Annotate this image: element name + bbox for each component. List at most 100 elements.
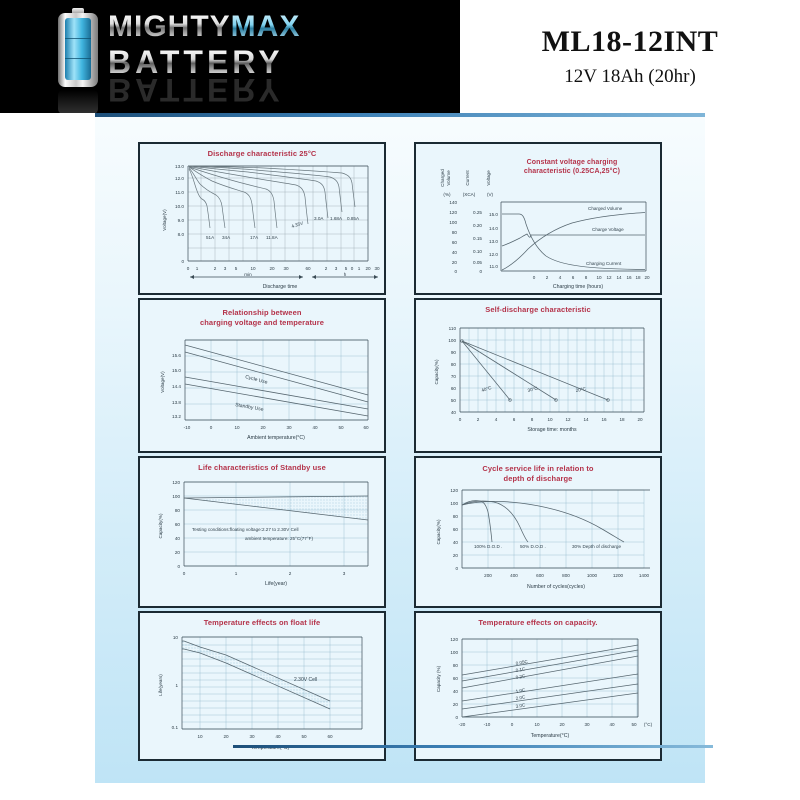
svg-text:70: 70 [451, 374, 457, 379]
chart-plot-area: 120 100 80 60 40 20 0 Capacity(%) 200 40… [416, 482, 660, 608]
battery-icon [58, 8, 98, 113]
svg-text:20: 20 [453, 553, 459, 558]
svg-text:0.05C: 0.05C [515, 659, 529, 666]
svg-text:800: 800 [562, 573, 570, 578]
svg-text:0.1C: 0.1C [515, 666, 526, 673]
svg-text:30: 30 [283, 266, 289, 271]
svg-text:8: 8 [531, 417, 534, 422]
svg-text:4.35V: 4.35V [291, 220, 305, 229]
svg-text:Life(years): Life(years) [158, 674, 163, 696]
chart-plot-area: 15.6 15.0 14.4 13.8 13.2 Voltage(V) -10 … [140, 326, 384, 450]
svg-text:60: 60 [452, 240, 458, 245]
svg-text:0: 0 [455, 715, 458, 720]
svg-text:14.4: 14.4 [172, 384, 181, 389]
svg-text:100: 100 [450, 501, 458, 506]
svg-text:15.6: 15.6 [172, 353, 181, 358]
svg-text:11.0: 11.0 [175, 190, 184, 195]
svg-text:90: 90 [451, 350, 457, 355]
svg-text:3: 3 [343, 571, 346, 576]
svg-text:80: 80 [453, 663, 459, 668]
chart-title: Discharge characteristic 25°C [207, 149, 317, 158]
chart-title-line1: Constant voltage charging [526, 159, 618, 166]
svg-text:0: 0 [455, 566, 458, 571]
svg-text:13.2: 13.2 [172, 414, 181, 419]
brand-wordmark: MIGHTYMAX BATTERY [108, 12, 456, 79]
chart-title-line2: characteristic (0.25CA,25°C) [523, 168, 621, 176]
svg-text:1.68A: 1.68A [330, 216, 343, 221]
svg-text:80: 80 [175, 508, 181, 513]
svg-text:50: 50 [631, 722, 637, 727]
svg-text:20: 20 [175, 550, 181, 555]
svg-text:20: 20 [559, 722, 565, 727]
svg-text:0: 0 [183, 571, 186, 576]
svg-text:Charge Voltage: Charge Voltage [592, 227, 624, 232]
svg-text:16: 16 [601, 417, 607, 422]
model-info-panel: ML18-12INT 12V 18Ah (20hr) [460, 0, 800, 113]
svg-text:Charged Volume: Charged Volume [588, 206, 623, 211]
svg-text:Charging time (hours): Charging time (hours) [553, 284, 603, 290]
svg-text:1: 1 [358, 266, 361, 271]
svg-text:60: 60 [363, 425, 369, 430]
svg-text:51A: 51A [206, 235, 215, 240]
svg-text:120: 120 [449, 210, 457, 215]
chart-title-line1: Relationship between [222, 308, 302, 317]
svg-text:30% Depth of discharge: 30% Depth of discharge [572, 544, 621, 549]
footer-divider [233, 745, 713, 748]
svg-text:40: 40 [275, 734, 281, 739]
header-divider [95, 113, 705, 117]
svg-text:Voltage(V): Voltage(V) [162, 209, 167, 231]
svg-text:0: 0 [181, 259, 184, 264]
svg-text:20: 20 [260, 425, 266, 430]
svg-text:10: 10 [547, 417, 553, 422]
svg-text:Current: Current [465, 170, 470, 186]
svg-text:10: 10 [197, 734, 203, 739]
svg-text:Discharge time: Discharge time [263, 284, 298, 290]
brand-battery-text: BATTERY [108, 46, 456, 78]
svg-text:5: 5 [345, 266, 348, 271]
svg-text:1.0C: 1.0C [515, 687, 526, 694]
svg-text:1: 1 [235, 571, 238, 576]
svg-text:Voltage: Voltage [486, 170, 491, 186]
svg-text:12.0: 12.0 [175, 176, 184, 181]
standby-note-line2: ambient temperature: 25°C(77°F) [245, 536, 313, 541]
svg-text:100: 100 [448, 338, 456, 343]
chart-title-line2: depth of discharge [503, 474, 573, 484]
svg-text:-20: -20 [459, 722, 466, 727]
svg-text:2: 2 [289, 571, 292, 576]
svg-text:Voltage(V): Voltage(V) [160, 371, 165, 393]
svg-text:14: 14 [583, 417, 589, 422]
chart-panel-discharge-characteristic: Discharge characteristic 25°C [138, 142, 386, 295]
page-header: MIGHTYMAX BATTERY BATTERY ML18-12INT 12V… [0, 0, 800, 113]
svg-text:1000: 1000 [587, 573, 598, 578]
svg-text:11.0: 11.0 [489, 264, 498, 269]
svg-text:13.0: 13.0 [489, 239, 498, 244]
svg-text:14: 14 [616, 275, 622, 280]
svg-text:1400: 1400 [639, 573, 650, 578]
svg-text:4: 4 [495, 417, 498, 422]
svg-text:80: 80 [453, 514, 459, 519]
chart-panel-self-discharge-characteristic: Self-discharge characteristic [414, 298, 662, 453]
svg-text:60: 60 [175, 522, 181, 527]
svg-text:120: 120 [450, 637, 458, 642]
svg-text:30: 30 [286, 425, 292, 430]
svg-text:15.0: 15.0 [489, 212, 498, 217]
svg-text:13.8: 13.8 [172, 400, 181, 405]
svg-text:40: 40 [453, 540, 459, 545]
chart-title-line1: Cycle service life in relation to [482, 464, 594, 473]
svg-text:9.0: 9.0 [178, 218, 185, 223]
chart-title-line2: charging voltage and temperature [199, 318, 325, 328]
svg-text:20: 20 [223, 734, 229, 739]
svg-text:80: 80 [451, 362, 457, 367]
svg-text:Capacity(%): Capacity(%) [158, 513, 163, 538]
svg-text:0.10: 0.10 [473, 249, 482, 254]
svg-text:Number of cycles(cycles): Number of cycles(cycles) [527, 584, 585, 590]
svg-text:400: 400 [510, 573, 518, 578]
svg-text:0: 0 [210, 425, 213, 430]
svg-text:0: 0 [187, 266, 190, 271]
brand-logo-panel: MIGHTYMAX BATTERY BATTERY [0, 0, 460, 113]
svg-text:10: 10 [534, 722, 540, 727]
svg-text:60: 60 [453, 527, 459, 532]
svg-text:16: 16 [626, 275, 632, 280]
svg-text:Ambient temperature(°C): Ambient temperature(°C) [247, 435, 305, 441]
svg-text:2.0C: 2.0C [515, 694, 526, 701]
